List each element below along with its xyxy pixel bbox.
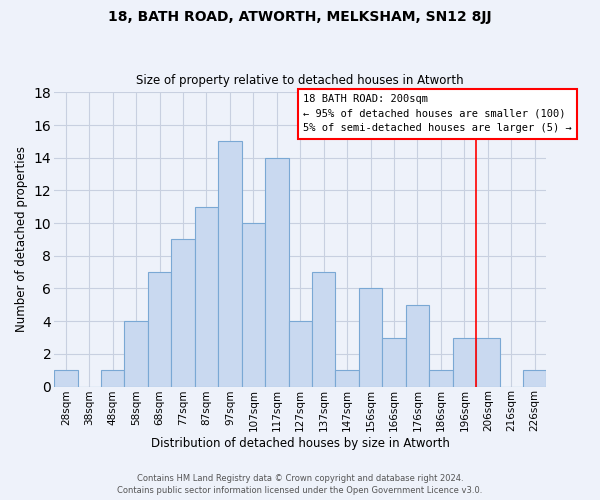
Bar (476, 338, 500, 386)
Bar (195, 206, 218, 386)
Title: Size of property relative to detached houses in Atworth: Size of property relative to detached ho… (136, 74, 464, 87)
Bar (335, 370, 359, 386)
Bar (312, 272, 335, 386)
Bar (54, 370, 77, 386)
Bar (242, 223, 265, 386)
Bar (265, 158, 289, 386)
Bar (148, 272, 172, 386)
Text: Contains HM Land Registry data © Crown copyright and database right 2024.
Contai: Contains HM Land Registry data © Crown c… (118, 474, 482, 495)
Text: 18 BATH ROAD: 200sqm
← 95% of detached houses are smaller (100)
5% of semi-detac: 18 BATH ROAD: 200sqm ← 95% of detached h… (303, 94, 571, 134)
Bar (452, 338, 476, 386)
Text: 18, BATH ROAD, ATWORTH, MELKSHAM, SN12 8JJ: 18, BATH ROAD, ATWORTH, MELKSHAM, SN12 8… (108, 10, 492, 24)
X-axis label: Distribution of detached houses by size in Atworth: Distribution of detached houses by size … (151, 437, 449, 450)
Bar (359, 288, 382, 386)
Bar (101, 370, 124, 386)
Y-axis label: Number of detached properties: Number of detached properties (15, 146, 28, 332)
Bar (124, 321, 148, 386)
Bar (406, 305, 429, 386)
Bar (172, 240, 195, 386)
Bar (382, 338, 406, 386)
Bar (289, 321, 312, 386)
Bar (218, 142, 242, 386)
Bar (523, 370, 547, 386)
Bar (429, 370, 452, 386)
